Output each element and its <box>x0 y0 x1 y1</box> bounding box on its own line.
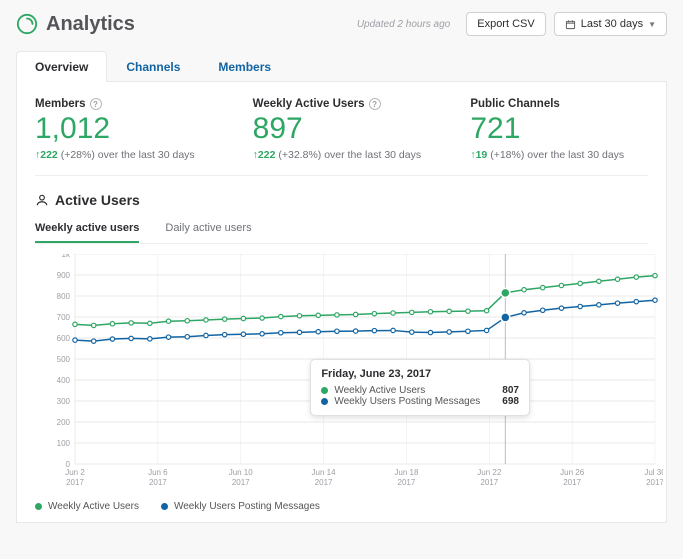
chart-tooltip: Friday, June 23, 2017 Weekly Active User… <box>310 359 530 416</box>
svg-text:2017: 2017 <box>149 478 167 487</box>
svg-text:2017: 2017 <box>480 478 498 487</box>
subtab-daily-active-users[interactable]: Daily active users <box>165 216 251 243</box>
legend-item: Weekly Active Users <box>35 501 139 512</box>
svg-text:Jun 26: Jun 26 <box>560 468 585 477</box>
date-range-button[interactable]: Last 30 days ▼ <box>554 12 667 36</box>
main-tabs: OverviewChannelsMembers <box>16 50 667 82</box>
help-icon[interactable]: ? <box>90 98 102 110</box>
stat-wau-value: 897 <box>253 112 431 147</box>
stat-wau-delta: ↑222 (+32.8%) over the last 30 days <box>253 149 431 161</box>
svg-text:Jun 2: Jun 2 <box>65 468 85 477</box>
svg-text:400: 400 <box>57 376 71 385</box>
svg-text:900: 900 <box>57 271 71 280</box>
active-users-title: Active Users <box>35 192 648 208</box>
svg-text:1k: 1k <box>62 254 71 259</box>
svg-text:500: 500 <box>57 355 71 364</box>
stat-members-label: Members? <box>35 98 213 110</box>
svg-text:800: 800 <box>57 292 71 301</box>
svg-text:2017: 2017 <box>398 478 416 487</box>
export-csv-button[interactable]: Export CSV <box>466 12 545 36</box>
active-users-chart: 01002003004005006007008009001kJun 22017J… <box>35 254 648 495</box>
svg-text:Jun 14: Jun 14 <box>312 468 337 477</box>
svg-text:2017: 2017 <box>646 478 663 487</box>
tab-channels[interactable]: Channels <box>107 51 199 82</box>
svg-text:300: 300 <box>57 397 71 406</box>
chevron-down-icon: ▼ <box>648 20 656 29</box>
svg-text:600: 600 <box>57 334 71 343</box>
stat-members-delta: ↑222 (+28%) over the last 30 days <box>35 149 213 161</box>
stat-channels-label: Public Channels <box>470 98 648 110</box>
tooltip-row: Weekly Active Users807 <box>321 385 519 396</box>
tab-members[interactable]: Members <box>199 51 290 82</box>
svg-text:2017: 2017 <box>563 478 581 487</box>
analytics-icon <box>16 13 38 35</box>
svg-text:200: 200 <box>57 418 71 427</box>
svg-text:Jun 18: Jun 18 <box>394 468 419 477</box>
tab-overview[interactable]: Overview <box>16 51 107 82</box>
tooltip-row: Weekly Users Posting Messages698 <box>321 396 519 407</box>
stat-channels-delta: ↑19 (+18%) over the last 30 days <box>470 149 648 161</box>
stat-members-value: 1,012 <box>35 112 213 147</box>
calendar-icon <box>565 19 576 30</box>
legend-item: Weekly Users Posting Messages <box>161 501 320 512</box>
stat-wau-label: Weekly Active Users? <box>253 98 431 110</box>
updated-text: Updated 2 hours ago <box>357 19 450 30</box>
svg-text:2017: 2017 <box>232 478 250 487</box>
user-icon <box>35 193 49 207</box>
svg-text:Jul 30: Jul 30 <box>644 468 663 477</box>
svg-text:700: 700 <box>57 313 71 322</box>
svg-text:100: 100 <box>57 439 71 448</box>
svg-text:Jun 10: Jun 10 <box>229 468 254 477</box>
svg-text:2017: 2017 <box>66 478 84 487</box>
svg-text:2017: 2017 <box>315 478 333 487</box>
tooltip-date: Friday, June 23, 2017 <box>321 368 519 380</box>
stat-channels-value: 721 <box>470 112 648 147</box>
active-users-subtabs: Weekly active users Daily active users <box>35 216 648 244</box>
chart-legend: Weekly Active Users Weekly Users Posting … <box>35 501 648 512</box>
subtab-weekly-active-users[interactable]: Weekly active users <box>35 216 139 243</box>
page-title: Analytics <box>46 13 349 36</box>
svg-text:Jun 6: Jun 6 <box>148 468 168 477</box>
svg-text:Jun 22: Jun 22 <box>477 468 502 477</box>
help-icon[interactable]: ? <box>369 98 381 110</box>
